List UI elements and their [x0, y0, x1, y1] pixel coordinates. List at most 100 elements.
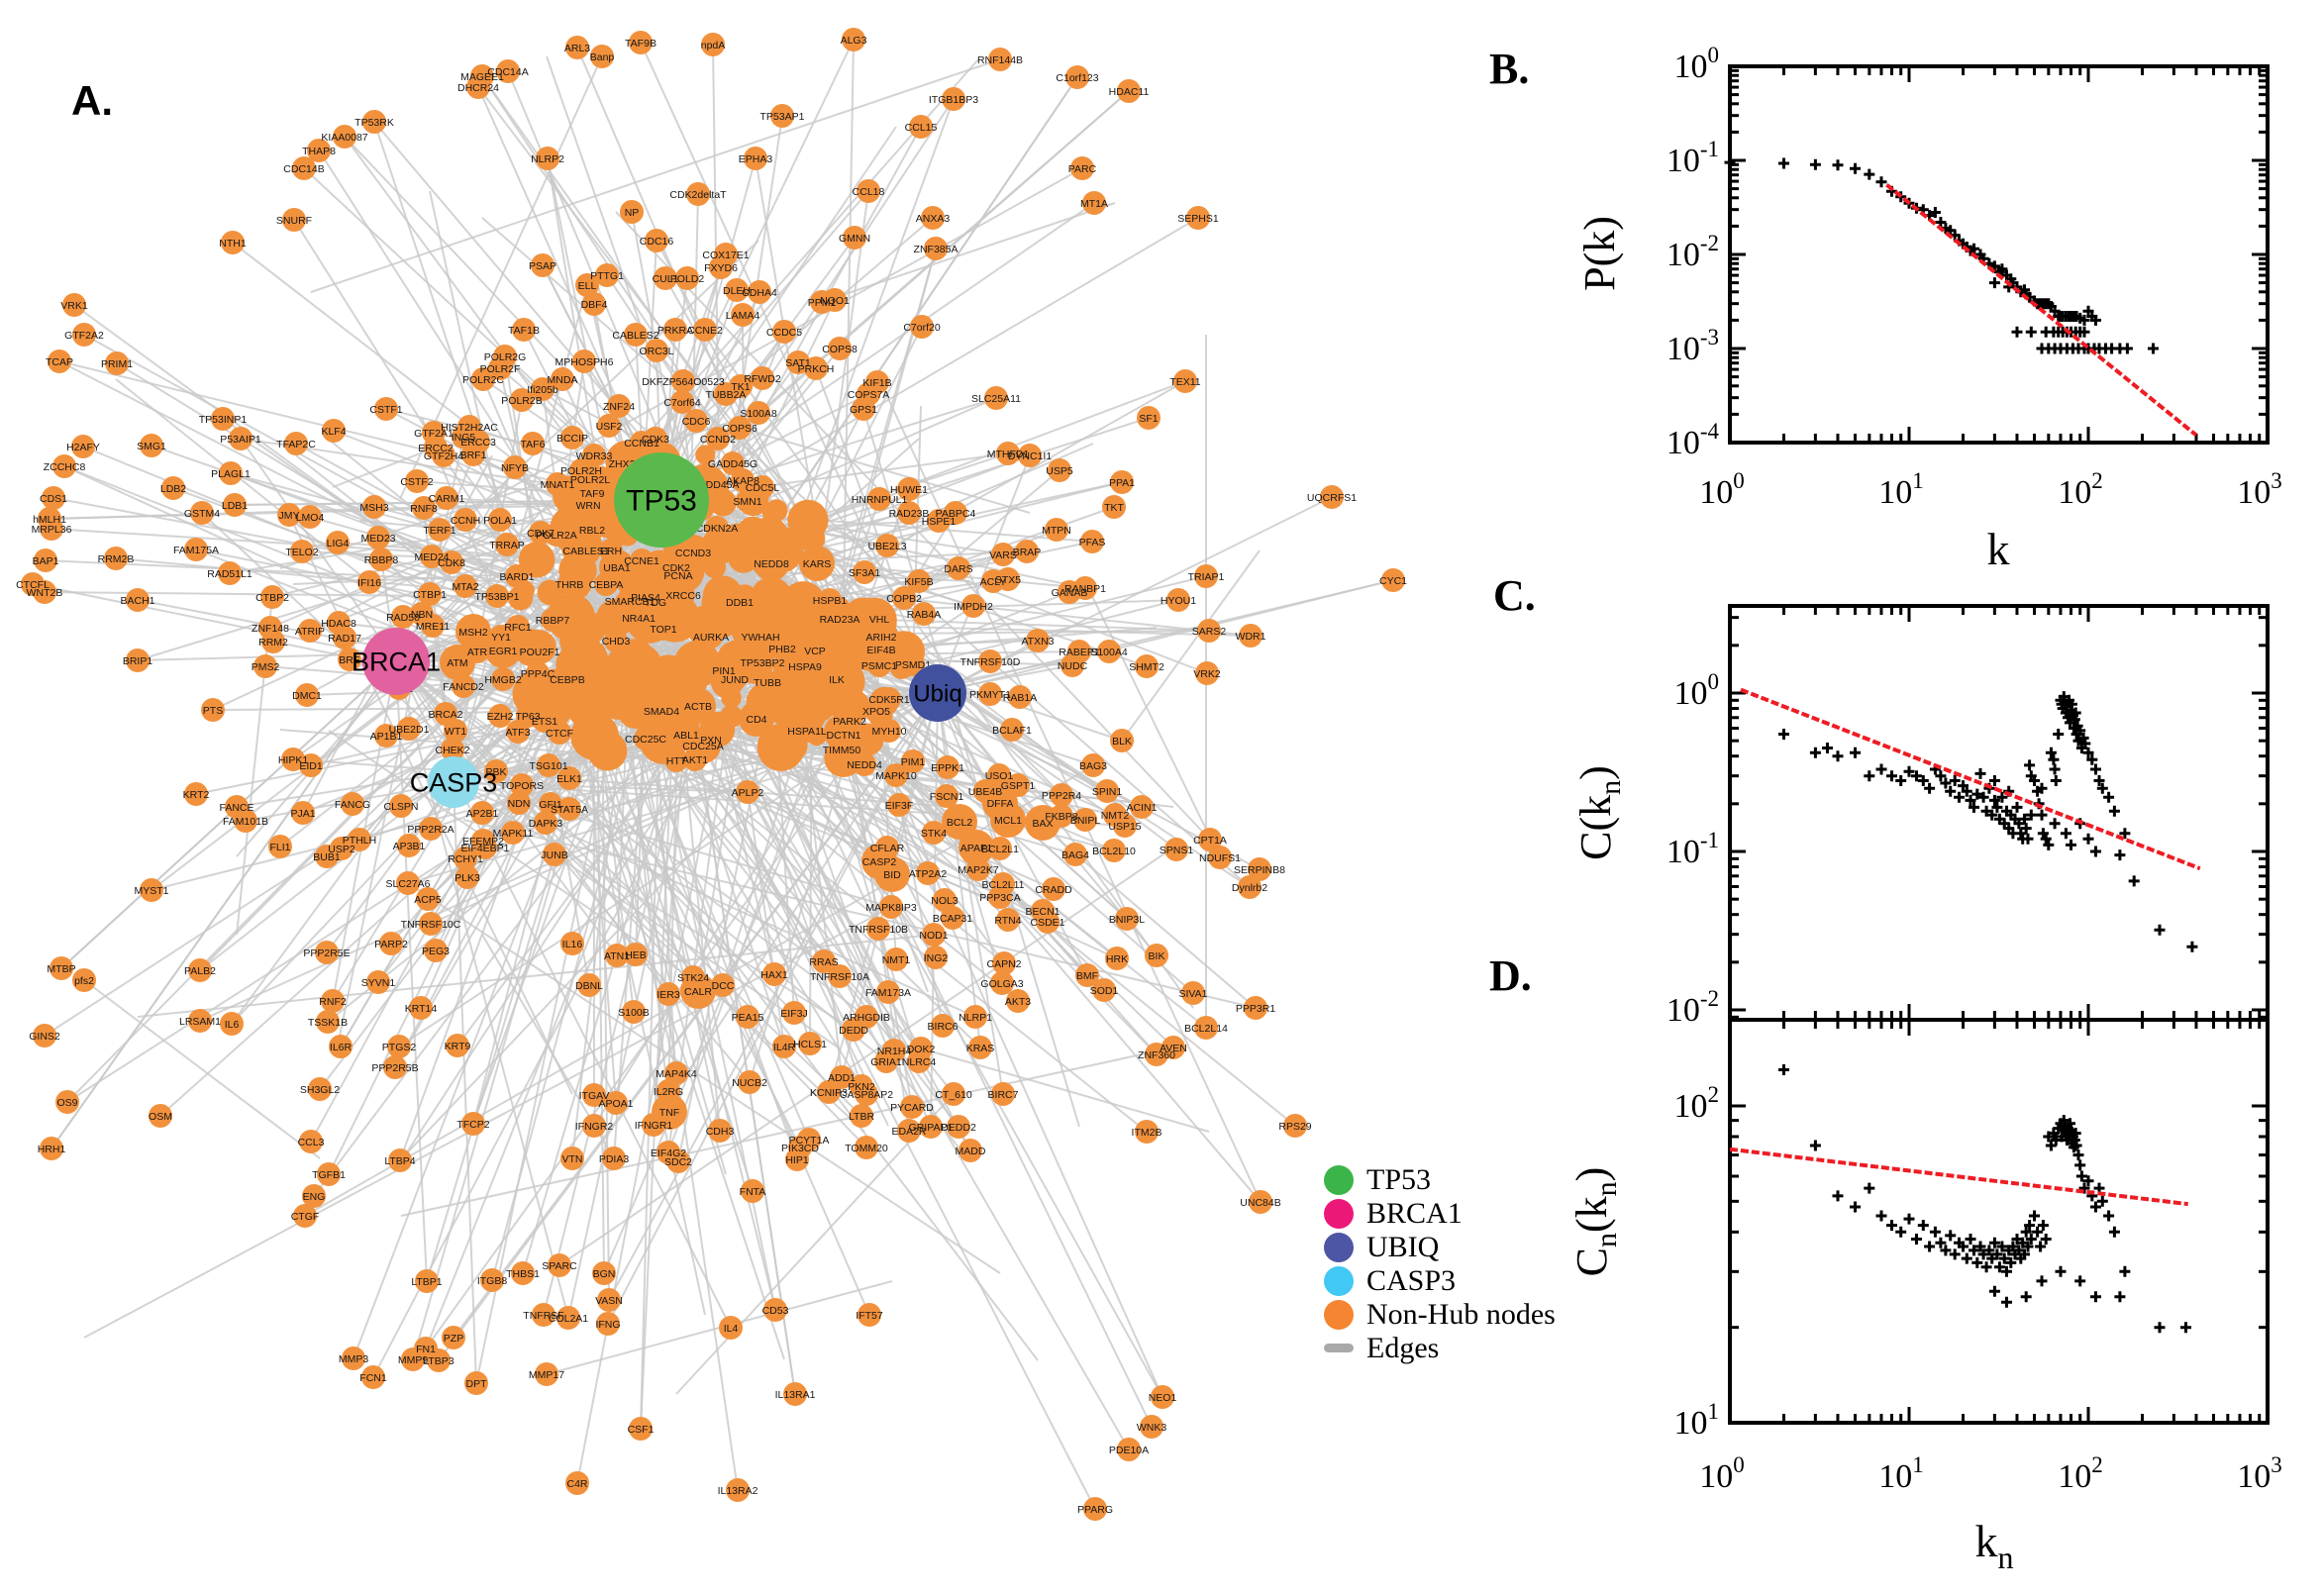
network-node	[503, 455, 527, 479]
plot-frame	[1728, 1018, 2270, 1425]
network-node	[1080, 530, 1104, 553]
network-node-label: SLC25A11	[971, 393, 1021, 405]
network-node-label: NEDD8	[754, 558, 789, 570]
network-node-label: ETS1	[532, 716, 557, 728]
network-node-label: HTT	[666, 755, 687, 767]
network-node	[738, 1070, 761, 1094]
network-edge	[1086, 585, 1221, 858]
network-node	[221, 231, 245, 254]
network-node-label: SAT1	[785, 357, 811, 369]
fit-line	[1740, 687, 2201, 871]
network-node-label: USP15	[1108, 821, 1141, 833]
network-node-label: MNAT1	[541, 479, 575, 491]
network-node-label: LTBR	[849, 1111, 874, 1123]
network-node-label: BAG3	[1079, 760, 1107, 772]
network-node-label: GFI1	[539, 799, 561, 811]
network-node-label: AVEN	[1160, 1043, 1187, 1054]
network-node-label: PFAS	[1079, 537, 1106, 549]
network-node-label: RNF144B	[977, 54, 1023, 66]
network-node-label: CYC1	[1379, 575, 1407, 587]
network-node-label: AKAP8	[726, 475, 759, 487]
network-node	[855, 1136, 878, 1159]
network-node	[424, 939, 448, 962]
network-node	[1135, 654, 1159, 678]
network-node-label: RBBP8	[364, 554, 399, 566]
network-edge	[438, 692, 939, 1361]
network-node	[440, 550, 463, 574]
network-node-label: CDH3	[706, 1126, 735, 1138]
network-node-label: SNURF	[276, 215, 312, 227]
network-node-label: HNRNPUL1	[852, 494, 908, 506]
network-node	[565, 682, 612, 729]
network-node	[712, 658, 736, 682]
network-node	[1320, 485, 1344, 509]
legend-label: UBIQ	[1366, 1230, 1440, 1263]
network-node-label: ATRIP	[295, 626, 325, 638]
network-node	[751, 650, 774, 674]
network-node-label: BNIPL	[1070, 815, 1101, 827]
network-node-label: CABLES2	[612, 330, 658, 342]
network-node-label: EPPK1	[931, 762, 964, 774]
network-node	[496, 59, 520, 83]
network-node	[40, 517, 63, 541]
network-node	[731, 303, 755, 327]
network-node-label: MTPN	[1042, 525, 1071, 537]
network-node-label: KIAA0087	[321, 132, 367, 144]
network-node	[1238, 875, 1262, 899]
network-node-label: ENG	[303, 1191, 326, 1203]
network-node	[374, 397, 398, 421]
network-node-label: BCL2L14	[1184, 1023, 1228, 1035]
network-node-label: MRPL36	[32, 524, 72, 536]
network-node-label: UBE4B	[968, 786, 1002, 798]
network-node	[828, 607, 852, 631]
network-node-label: SEPHS1	[1177, 213, 1219, 225]
network-node	[988, 48, 1012, 71]
network-node-label: CAPN2	[986, 958, 1021, 970]
network-edge	[453, 781, 749, 793]
network-node-label: PALB2	[184, 965, 216, 977]
network-node	[735, 518, 770, 553]
network-node-label: ACP5	[414, 894, 442, 906]
network-node	[842, 1018, 865, 1042]
y-tick-label: 101	[1674, 1399, 1720, 1442]
network-node	[72, 323, 96, 347]
network-node	[321, 989, 345, 1013]
network-node	[548, 721, 571, 745]
network-node	[988, 885, 1012, 909]
network-node	[536, 147, 559, 170]
network-node	[818, 588, 842, 612]
network-node	[1050, 783, 1073, 807]
network-node-label: GSTM4	[184, 508, 220, 520]
network-node-label: HCLS1	[793, 1039, 827, 1050]
network-node-label: GRIA1	[870, 1056, 902, 1068]
network-node-label: CDS1	[40, 493, 67, 505]
network-node-label: DCTN1	[826, 730, 860, 742]
network-node-label: TOP1	[650, 624, 676, 636]
network-node	[369, 548, 393, 571]
network-node	[40, 1137, 63, 1160]
network-edge	[295, 454, 1148, 1133]
network-node	[277, 503, 301, 527]
network-node	[414, 1337, 438, 1360]
network-node-label: FAM173A	[865, 987, 911, 999]
network-node-label: EZH2	[487, 711, 514, 723]
network-node-label: BCL2L1	[981, 844, 1019, 855]
network-node	[602, 1147, 626, 1170]
y-tick-label: 10-1	[1666, 828, 1719, 870]
network-node-label: BARD1	[499, 571, 534, 583]
network-node	[572, 349, 596, 373]
fit-line	[1885, 183, 2198, 438]
network-node-label: AKT1	[682, 754, 708, 766]
network-node-label: CEBPA	[589, 579, 624, 591]
network-node	[921, 206, 945, 230]
network-node	[565, 36, 589, 59]
network-node	[521, 432, 545, 455]
network-node-label: CALR	[684, 986, 712, 998]
network-node-label: NEDD4	[847, 759, 882, 771]
network-node	[947, 1115, 970, 1139]
network-node-label: POLR2F	[480, 363, 521, 375]
network-node-label: ATP2A2	[909, 868, 947, 880]
network-node	[622, 1000, 646, 1024]
network-node	[842, 28, 865, 51]
network-edge	[635, 710, 960, 1128]
